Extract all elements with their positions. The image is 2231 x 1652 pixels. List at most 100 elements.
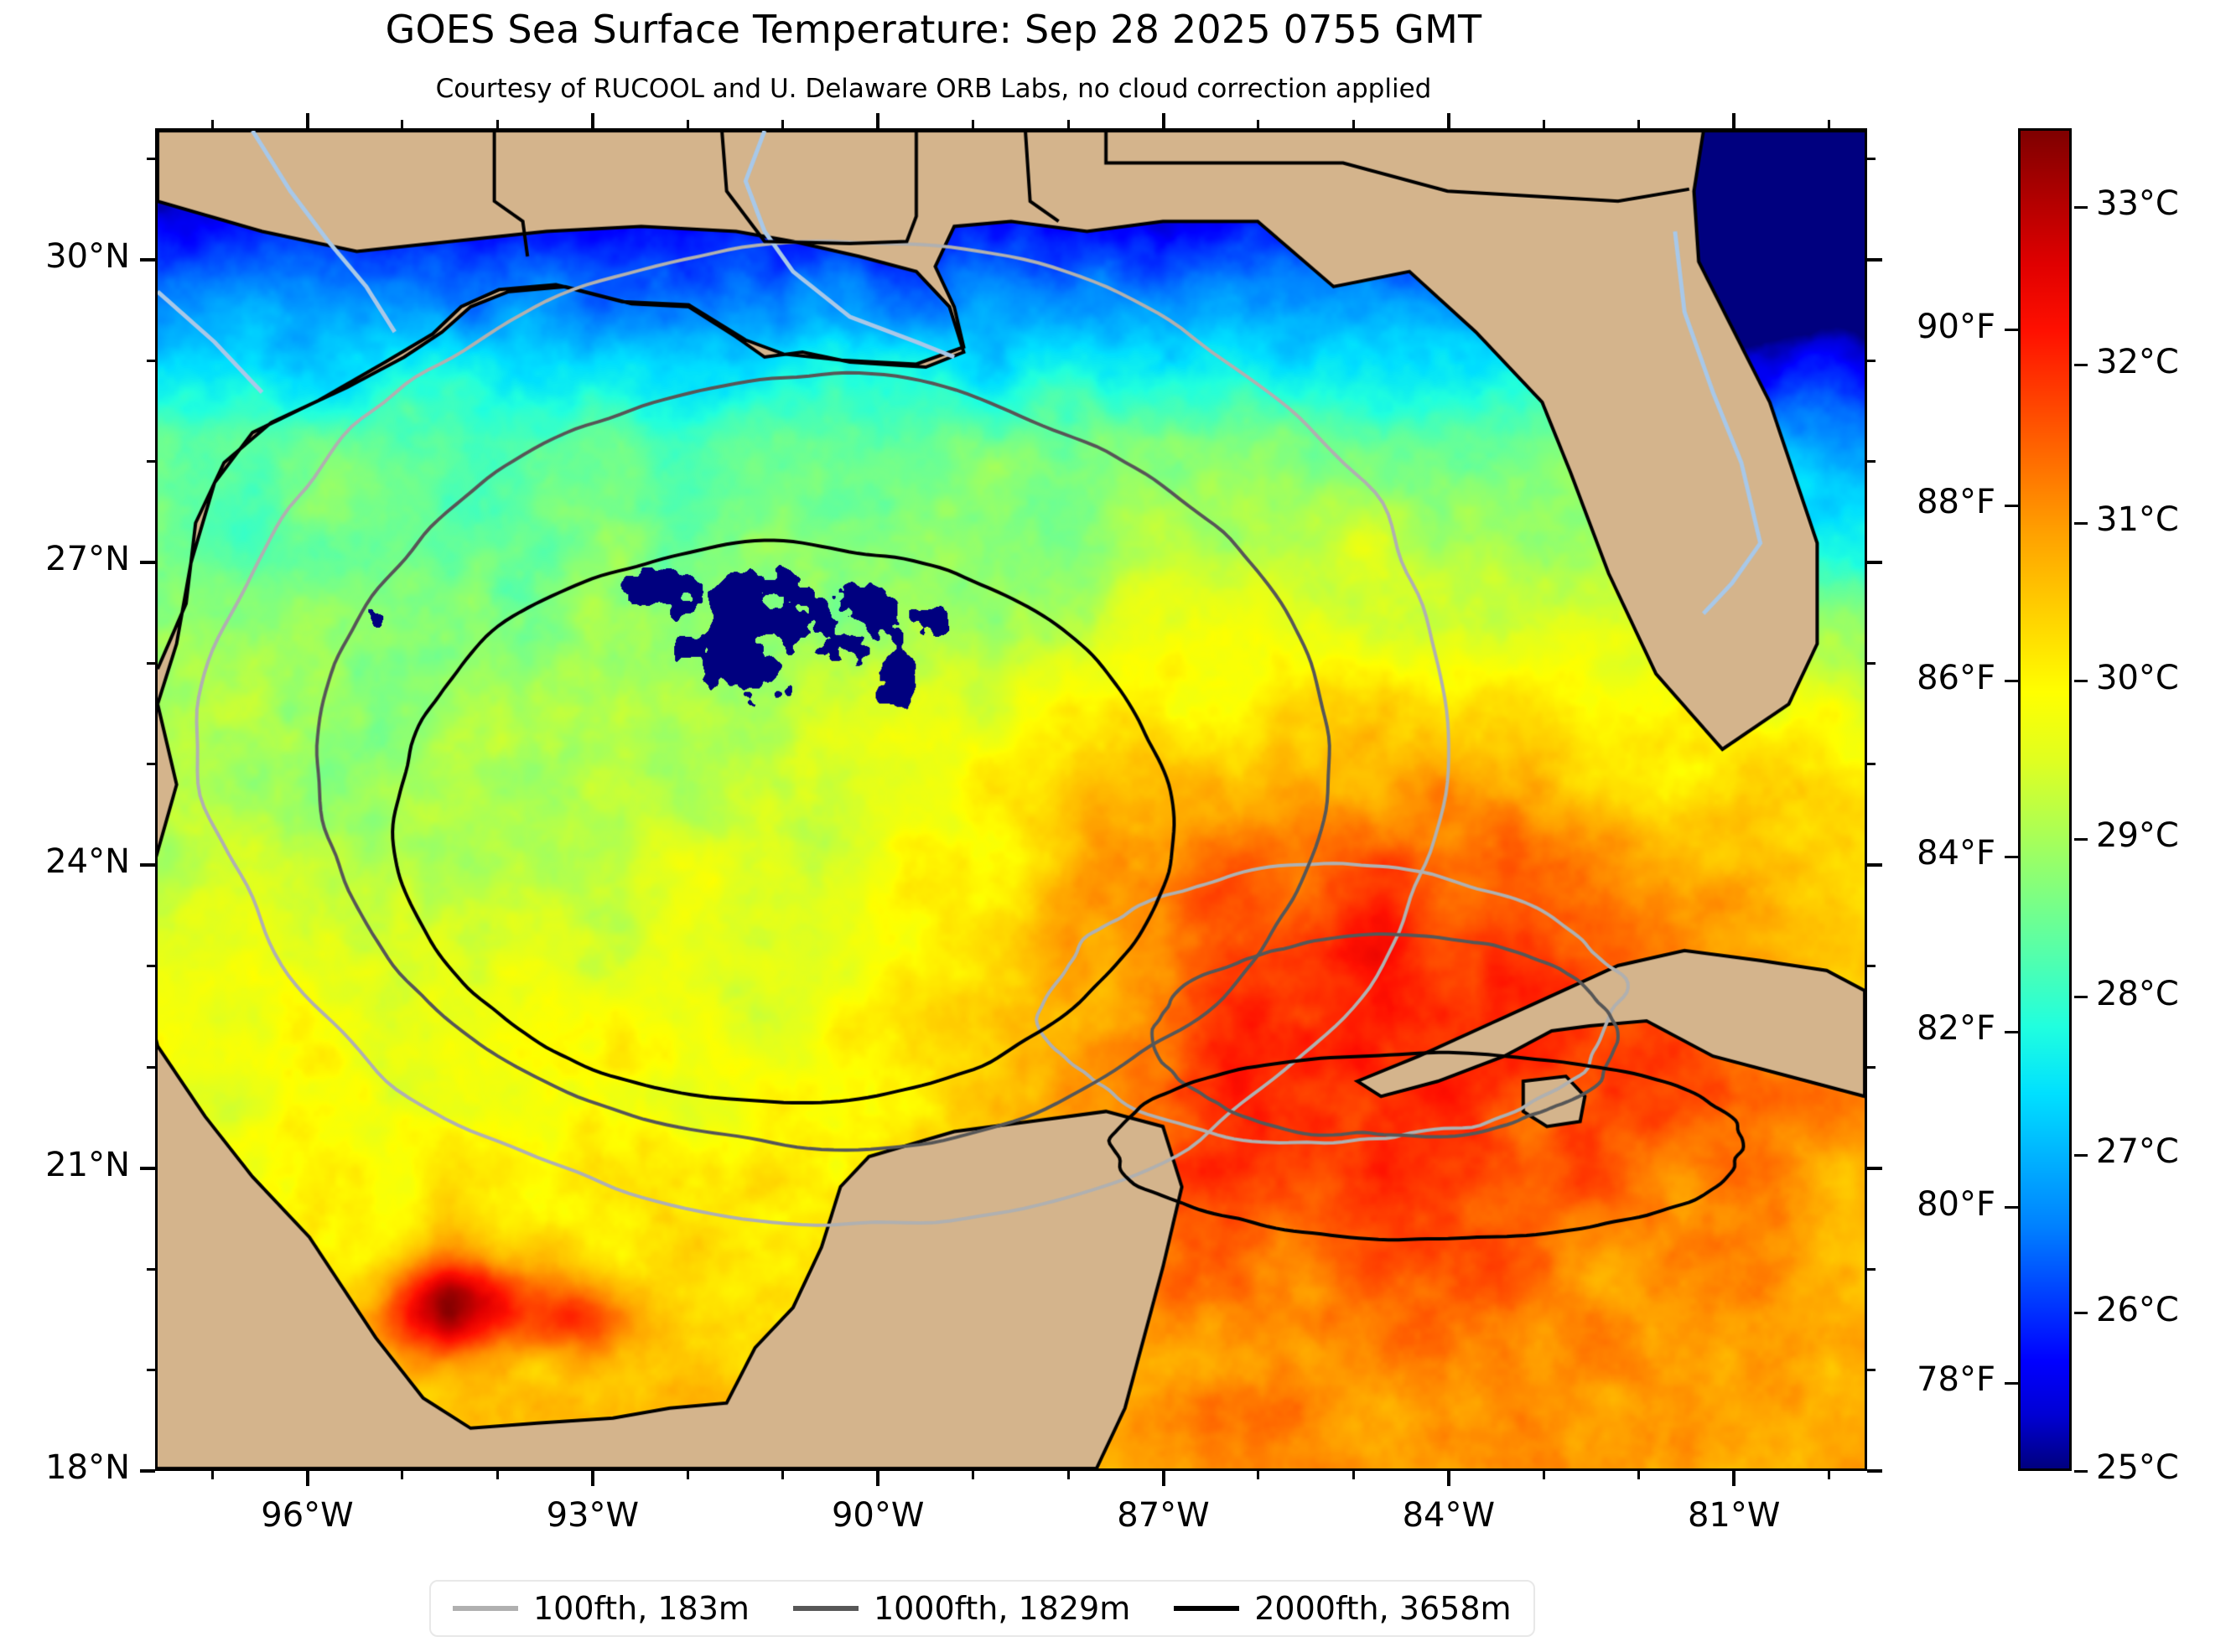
y-tick	[147, 661, 155, 665]
x-axis-label: 90°W	[831, 1496, 925, 1535]
x-tick	[1066, 1471, 1070, 1479]
x-tick	[305, 1471, 309, 1486]
y-tick	[140, 1469, 155, 1473]
y-tick-right	[1867, 1469, 1882, 1473]
y-tick	[147, 965, 155, 968]
y-tick-right	[1867, 157, 1876, 160]
colorbar-label-f: 78°F	[1917, 1360, 1995, 1400]
colorbar-label-c: 28°C	[2096, 974, 2179, 1013]
colorbar-label-c: 33°C	[2096, 184, 2179, 224]
y-tick-right	[1867, 1267, 1876, 1271]
x-tick	[1637, 1471, 1641, 1479]
colorbar-label-c: 30°C	[2096, 658, 2179, 697]
x-tick	[590, 1471, 594, 1486]
x-tick-top	[781, 120, 785, 128]
colorbar-tick-c	[2074, 364, 2088, 367]
colorbar-label-c: 31°C	[2096, 500, 2179, 540]
y-tick-right	[1867, 1369, 1876, 1372]
x-tick	[1732, 1471, 1736, 1486]
x-tick-top	[1257, 120, 1260, 128]
y-tick	[140, 863, 155, 867]
page-subtitle: Courtesy of RUCOOL and U. Delaware ORB L…	[435, 74, 1432, 104]
legend-line-swatch	[792, 1606, 859, 1611]
x-tick-top	[1066, 120, 1070, 128]
legend-line-swatch	[1174, 1606, 1240, 1611]
page-title: GOES Sea Surface Temperature: Sep 28 202…	[385, 7, 1482, 52]
y-tick-right	[1867, 763, 1876, 766]
colorbar-tick-c	[2074, 521, 2088, 525]
x-tick-top	[210, 120, 214, 128]
colorbar-label-c: 25°C	[2096, 1448, 2179, 1487]
y-tick-right	[1867, 257, 1882, 262]
x-tick-top	[876, 113, 880, 128]
y-tick	[140, 257, 155, 262]
y-axis-label: 24°N	[45, 842, 130, 882]
x-tick-top	[1828, 120, 1831, 128]
y-tick	[140, 560, 155, 564]
colorbar-label-f: 86°F	[1917, 658, 1995, 697]
x-tick	[210, 1471, 214, 1479]
x-tick-top	[305, 113, 309, 128]
y-tick	[147, 359, 155, 362]
colorbar-label-c: 27°C	[2096, 1132, 2179, 1172]
x-axis-label: 93°W	[546, 1496, 640, 1535]
x-tick-top	[1637, 120, 1641, 128]
colorbar-tick-c	[2074, 680, 2088, 683]
temperature-colorbar	[2018, 128, 2072, 1471]
colorbar-label-f: 90°F	[1917, 307, 1995, 346]
x-tick	[1161, 1471, 1165, 1486]
x-tick	[1446, 1471, 1450, 1486]
y-tick	[140, 1166, 155, 1170]
y-tick	[147, 1369, 155, 1372]
y-tick	[147, 1267, 155, 1271]
x-tick-top	[590, 113, 594, 128]
colorbar-tick-c	[2074, 1312, 2088, 1315]
legend-label: 2000fth, 3658m	[1254, 1590, 1512, 1627]
y-tick-right	[1867, 661, 1876, 665]
x-tick	[1542, 1471, 1545, 1479]
legend-line-swatch	[453, 1606, 518, 1611]
legend-item: 100fth, 183m	[453, 1590, 750, 1627]
y-tick-right	[1867, 863, 1882, 867]
y-tick	[147, 459, 155, 463]
x-tick-top	[401, 120, 404, 128]
y-tick	[147, 157, 155, 160]
y-axis-label: 18°N	[45, 1448, 130, 1487]
x-tick	[686, 1471, 689, 1479]
x-tick-top	[495, 120, 499, 128]
x-tick-top	[1732, 113, 1736, 128]
y-axis-label: 30°N	[45, 236, 130, 276]
y-tick-right	[1867, 359, 1876, 362]
colorbar-label-f: 84°F	[1917, 834, 1995, 873]
x-tick-top	[1352, 120, 1355, 128]
colorbar-tick-c	[2074, 1469, 2088, 1473]
legend-label: 100fth, 183m	[533, 1590, 750, 1627]
y-tick-right	[1867, 459, 1876, 463]
y-tick-right	[1867, 1065, 1876, 1069]
colorbar-tick-f	[2005, 1381, 2018, 1385]
x-tick	[1352, 1471, 1355, 1479]
colorbar-tick-c	[2074, 205, 2088, 209]
x-tick	[876, 1471, 880, 1486]
colorbar-tick-f	[2005, 504, 2018, 507]
colorbar-tick-f	[2005, 855, 2018, 858]
colorbar-label-c: 32°C	[2096, 342, 2179, 381]
x-axis-label: 96°W	[261, 1496, 354, 1535]
colorbar-label-c: 26°C	[2096, 1290, 2179, 1329]
x-tick	[401, 1471, 404, 1479]
bathymetry-legend: 100fth, 183m 1000fth, 1829m 2000fth, 3658m	[429, 1580, 1535, 1637]
y-axis-label: 27°N	[45, 539, 130, 578]
colorbar-tick-f	[2005, 680, 2018, 683]
y-tick-right	[1867, 965, 1876, 968]
colorbar-tick-f	[2005, 329, 2018, 332]
x-tick-top	[1161, 113, 1165, 128]
x-tick-top	[972, 120, 975, 128]
y-tick	[147, 763, 155, 766]
x-axis-label: 87°W	[1117, 1496, 1210, 1535]
colorbar-tick-c	[2074, 837, 2088, 841]
x-tick	[1257, 1471, 1260, 1479]
y-tick-right	[1867, 1166, 1882, 1170]
x-tick	[781, 1471, 785, 1479]
x-tick	[1828, 1471, 1831, 1479]
colorbar-tick-f	[2005, 1206, 2018, 1209]
